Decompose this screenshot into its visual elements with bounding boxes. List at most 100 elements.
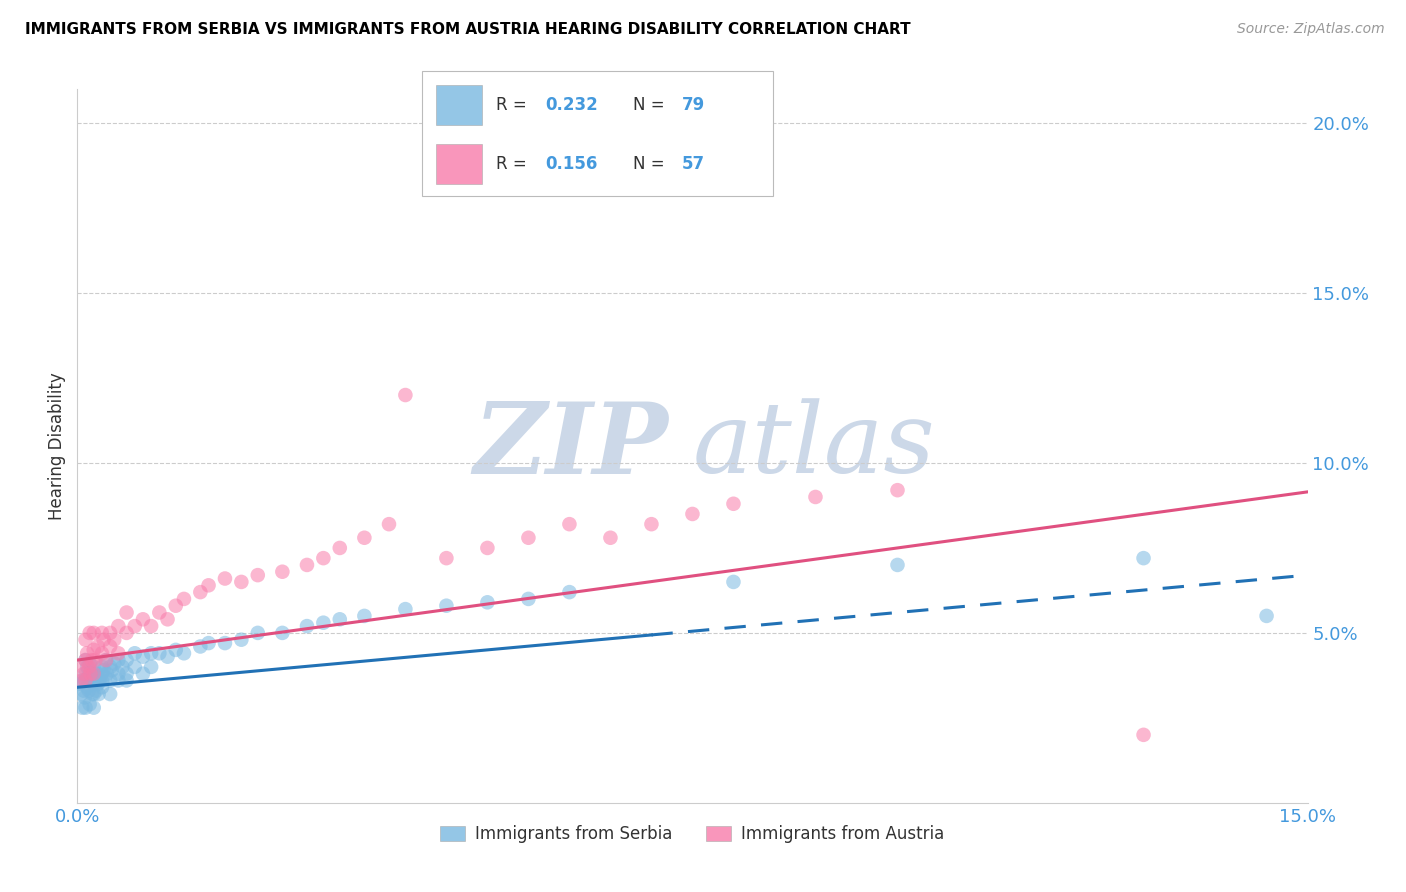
Point [804, 490, 827, 504]
Point [90, 626, 114, 640]
Point [214, 636, 236, 650]
Point [188, 640, 212, 654]
Point [79, 666, 101, 681]
Point [197, 636, 219, 650]
Point [148, 646, 170, 660]
Point [1256, 608, 1278, 623]
Point [312, 615, 335, 630]
Point [353, 531, 375, 545]
Point [83, 643, 105, 657]
Point [75, 632, 97, 647]
Point [115, 653, 138, 667]
Point [378, 517, 401, 532]
Point [73, 666, 96, 681]
Point [87, 677, 110, 691]
Text: 79: 79 [682, 96, 706, 114]
Point [107, 619, 129, 633]
Point [94, 653, 117, 667]
Point [173, 591, 195, 606]
Point [558, 517, 581, 532]
Point [98, 626, 121, 640]
Point [75, 666, 97, 681]
Point [87, 687, 110, 701]
Point [86, 666, 108, 681]
Point [132, 649, 155, 664]
Point [436, 599, 458, 613]
Point [886, 558, 908, 572]
Point [107, 653, 129, 667]
Point [75, 673, 97, 688]
Legend: Immigrants from Serbia, Immigrants from Austria: Immigrants from Serbia, Immigrants from … [432, 817, 953, 852]
Point [75, 700, 97, 714]
Point [98, 660, 121, 674]
Text: N =: N = [633, 155, 669, 173]
Point [599, 531, 621, 545]
Point [329, 541, 352, 555]
Point [115, 673, 138, 688]
Point [111, 660, 134, 674]
Point [141, 660, 163, 674]
Point [107, 646, 129, 660]
Point [132, 666, 155, 681]
Point [82, 653, 104, 667]
Point [141, 619, 163, 633]
Point [93, 632, 115, 647]
Point [77, 683, 100, 698]
Point [84, 653, 107, 667]
Point [70, 673, 93, 688]
Point [197, 578, 219, 592]
Point [115, 666, 138, 681]
Point [75, 653, 97, 667]
Point [75, 673, 97, 688]
Point [82, 687, 104, 701]
Point [558, 585, 581, 599]
Point [246, 626, 269, 640]
Text: N =: N = [633, 96, 669, 114]
Point [90, 660, 114, 674]
Point [70, 687, 93, 701]
Point [98, 673, 121, 688]
Text: Source: ZipAtlas.com: Source: ZipAtlas.com [1237, 22, 1385, 37]
Point [107, 666, 129, 681]
Point [76, 660, 98, 674]
Point [70, 700, 93, 714]
Point [79, 626, 101, 640]
Point [103, 632, 125, 647]
Point [886, 483, 908, 498]
Point [84, 670, 107, 684]
Point [83, 666, 105, 681]
Text: 57: 57 [682, 155, 704, 173]
Point [188, 585, 212, 599]
Point [329, 612, 352, 626]
Point [96, 666, 118, 681]
Point [165, 643, 187, 657]
Point [231, 632, 253, 647]
Point [246, 568, 269, 582]
Point [477, 541, 499, 555]
Point [295, 558, 318, 572]
Point [107, 673, 129, 688]
Point [79, 698, 101, 712]
Text: 0.156: 0.156 [546, 155, 598, 173]
Point [682, 507, 704, 521]
Point [79, 657, 101, 671]
Point [723, 497, 745, 511]
Text: IMMIGRANTS FROM SERBIA VS IMMIGRANTS FROM AUSTRIA HEARING DISABILITY CORRELATION: IMMIGRANTS FROM SERBIA VS IMMIGRANTS FRO… [25, 22, 911, 37]
Point [271, 565, 294, 579]
Point [73, 683, 96, 698]
Point [90, 673, 114, 688]
Point [94, 653, 117, 667]
Point [83, 660, 105, 674]
Point [115, 606, 138, 620]
Y-axis label: Hearing Disability: Hearing Disability [48, 372, 66, 520]
Point [103, 657, 125, 671]
Point [98, 687, 121, 701]
Point [77, 670, 100, 684]
Point [165, 599, 187, 613]
Point [79, 666, 101, 681]
Text: R =: R = [496, 96, 531, 114]
Point [295, 619, 318, 633]
Point [723, 574, 745, 589]
Point [101, 663, 124, 677]
Point [77, 660, 100, 674]
